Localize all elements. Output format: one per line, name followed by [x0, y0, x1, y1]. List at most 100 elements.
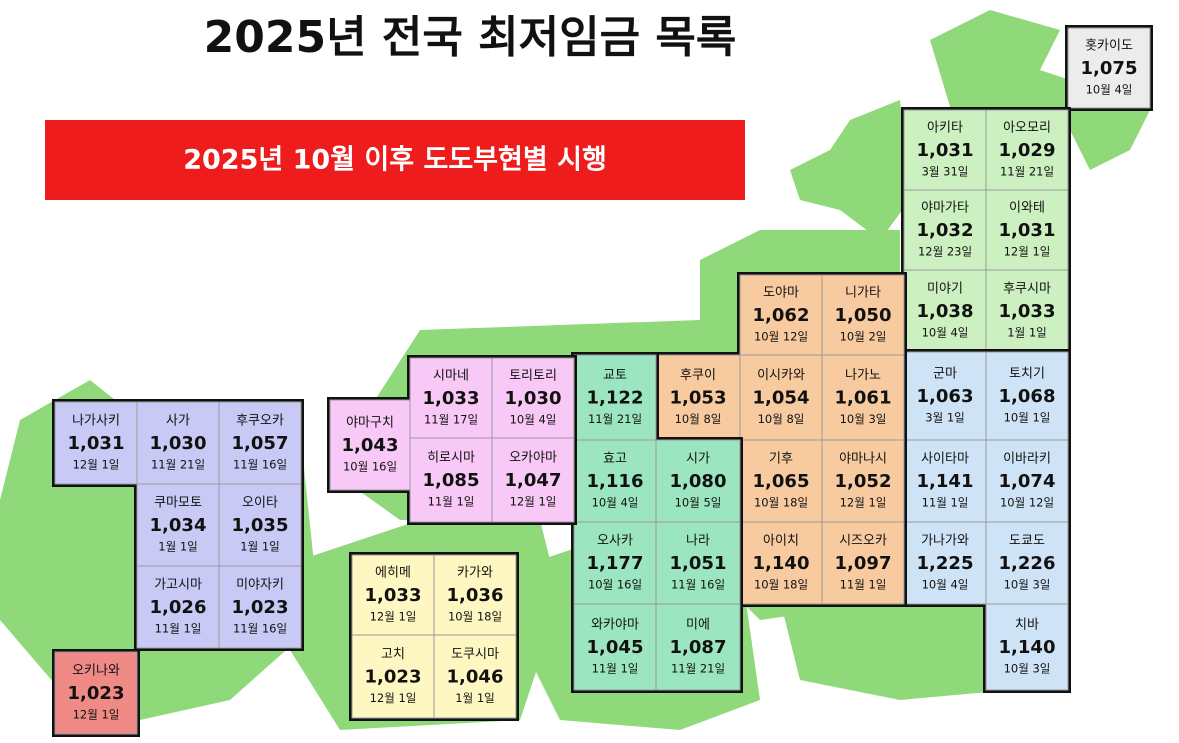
- region-name: 홋카이도: [1085, 39, 1133, 54]
- region-name: 오키나와: [72, 664, 120, 679]
- region-cell: [903, 109, 987, 191]
- region-name: 아이치: [763, 534, 799, 549]
- region-wage: 1,047: [505, 470, 562, 491]
- region-cell: [329, 399, 411, 491]
- region-name: 미야자키: [236, 578, 284, 593]
- region-name: 사가: [166, 414, 190, 429]
- region-date: 12월 1일: [510, 495, 557, 509]
- region-cell: [218, 401, 302, 485]
- region-date: 11월 16일: [671, 578, 725, 592]
- region-wage: 1,033: [423, 388, 480, 409]
- region-date: 10월 3일: [1004, 578, 1051, 592]
- region-wage: 1,030: [150, 433, 207, 454]
- region-name: 도쿠시마: [451, 647, 499, 662]
- region-cell: [655, 603, 741, 691]
- region-name: 니가타: [845, 286, 881, 301]
- region-date: 10월 18일: [448, 610, 502, 624]
- region-cell: [655, 521, 741, 605]
- region-name: 아키타: [927, 121, 963, 136]
- region-cell: [573, 521, 657, 605]
- region-wage: 1,225: [917, 553, 974, 574]
- region-name: 도쿄도: [1009, 534, 1045, 549]
- region-name: 이바라키: [1003, 452, 1051, 467]
- region-wage: 1,141: [917, 471, 974, 492]
- region-name: 쿠마모토: [154, 496, 202, 511]
- region-wage: 1,054: [753, 388, 810, 409]
- region-name: 후쿠시마: [1003, 282, 1051, 297]
- region-cell: [903, 269, 987, 353]
- region-wage: 1,140: [753, 553, 810, 574]
- region-date: 1월 1일: [158, 540, 197, 554]
- region-wage: 1,046: [447, 667, 504, 688]
- region-cell: [218, 483, 302, 567]
- region-wage: 1,023: [232, 597, 289, 618]
- region-wage: 1,043: [342, 435, 399, 456]
- region-date: 10월 12일: [1000, 496, 1054, 510]
- region-wage: 1,030: [505, 388, 562, 409]
- region-date: 11월 1일: [840, 578, 887, 592]
- region-wage: 1,026: [150, 597, 207, 618]
- region-date: 12월 1일: [370, 610, 417, 624]
- region-wage: 1,122: [587, 388, 644, 409]
- region-name: 미에: [686, 618, 710, 633]
- region-date: 11월 1일: [592, 662, 639, 676]
- region-wage: 1,177: [587, 553, 644, 574]
- region-wage: 1,036: [447, 585, 504, 606]
- region-name: 이시카와: [757, 368, 805, 383]
- region-name: 후쿠이: [680, 368, 716, 383]
- region-wage: 1,052: [835, 471, 892, 492]
- region-date: 11월 1일: [922, 496, 969, 510]
- region-name: 시가: [686, 452, 710, 467]
- region-date: 3월 31일: [922, 165, 969, 179]
- region-name: 토리토리: [509, 369, 557, 384]
- region-date: 11월 16일: [233, 622, 287, 636]
- region-wage: 1,023: [365, 667, 422, 688]
- banner: [45, 120, 745, 200]
- region-date: 12월 23일: [918, 245, 972, 259]
- region-cell: [218, 565, 302, 649]
- region-cell: [491, 357, 575, 439]
- region-date: 10월 16일: [588, 578, 642, 592]
- region-wage: 1,226: [999, 553, 1056, 574]
- region-cell: [821, 439, 905, 523]
- region-wage: 1,045: [587, 637, 644, 658]
- region-wage: 1,031: [999, 220, 1056, 241]
- region-cell: [985, 351, 1069, 441]
- region-group: 나가사키 1,031 12월 1일 사가 1,030 11월 21일 후쿠오카 1,057 11…: [52, 399, 304, 651]
- region-wage: 1,038: [917, 301, 974, 322]
- region-date: 11월 17일: [424, 413, 478, 427]
- region-wage: 1,116: [587, 471, 644, 492]
- region-wage: 1,080: [670, 471, 727, 492]
- region-date: 12월 1일: [1004, 245, 1051, 259]
- region-cell: [985, 439, 1069, 523]
- region-name: 가나가와: [921, 534, 969, 549]
- region-date: 10월 3일: [1004, 662, 1051, 676]
- region-date: 10월 18일: [754, 578, 808, 592]
- region-name: 나가노: [845, 368, 881, 383]
- region-name: 이와테: [1009, 201, 1045, 216]
- region-name: 미야기: [927, 282, 963, 297]
- region-date: 11월 1일: [155, 622, 202, 636]
- region-date: 11월 21일: [151, 458, 205, 472]
- region-cell: [655, 354, 741, 441]
- region-wage: 1,061: [835, 388, 892, 409]
- region-name: 와카야마: [591, 618, 639, 633]
- region-date: 10월 16일: [343, 460, 397, 474]
- region-date: 10월 18일: [754, 496, 808, 510]
- region-wage: 1,050: [835, 305, 892, 326]
- region-date: 10월 3일: [840, 412, 887, 426]
- region-wage: 1,023: [68, 683, 125, 704]
- region-wage: 1,065: [753, 471, 810, 492]
- region-cell: [136, 565, 220, 649]
- region-wage: 1,057: [232, 433, 289, 454]
- region-cell: [985, 189, 1069, 271]
- region-date: 12월 1일: [73, 458, 120, 472]
- region-date: 12월 1일: [73, 708, 120, 722]
- region-date: 1월 1일: [455, 691, 494, 705]
- region-name: 히로시마: [427, 451, 475, 466]
- region-cell: [573, 354, 657, 441]
- region-wage: 1,031: [68, 433, 125, 454]
